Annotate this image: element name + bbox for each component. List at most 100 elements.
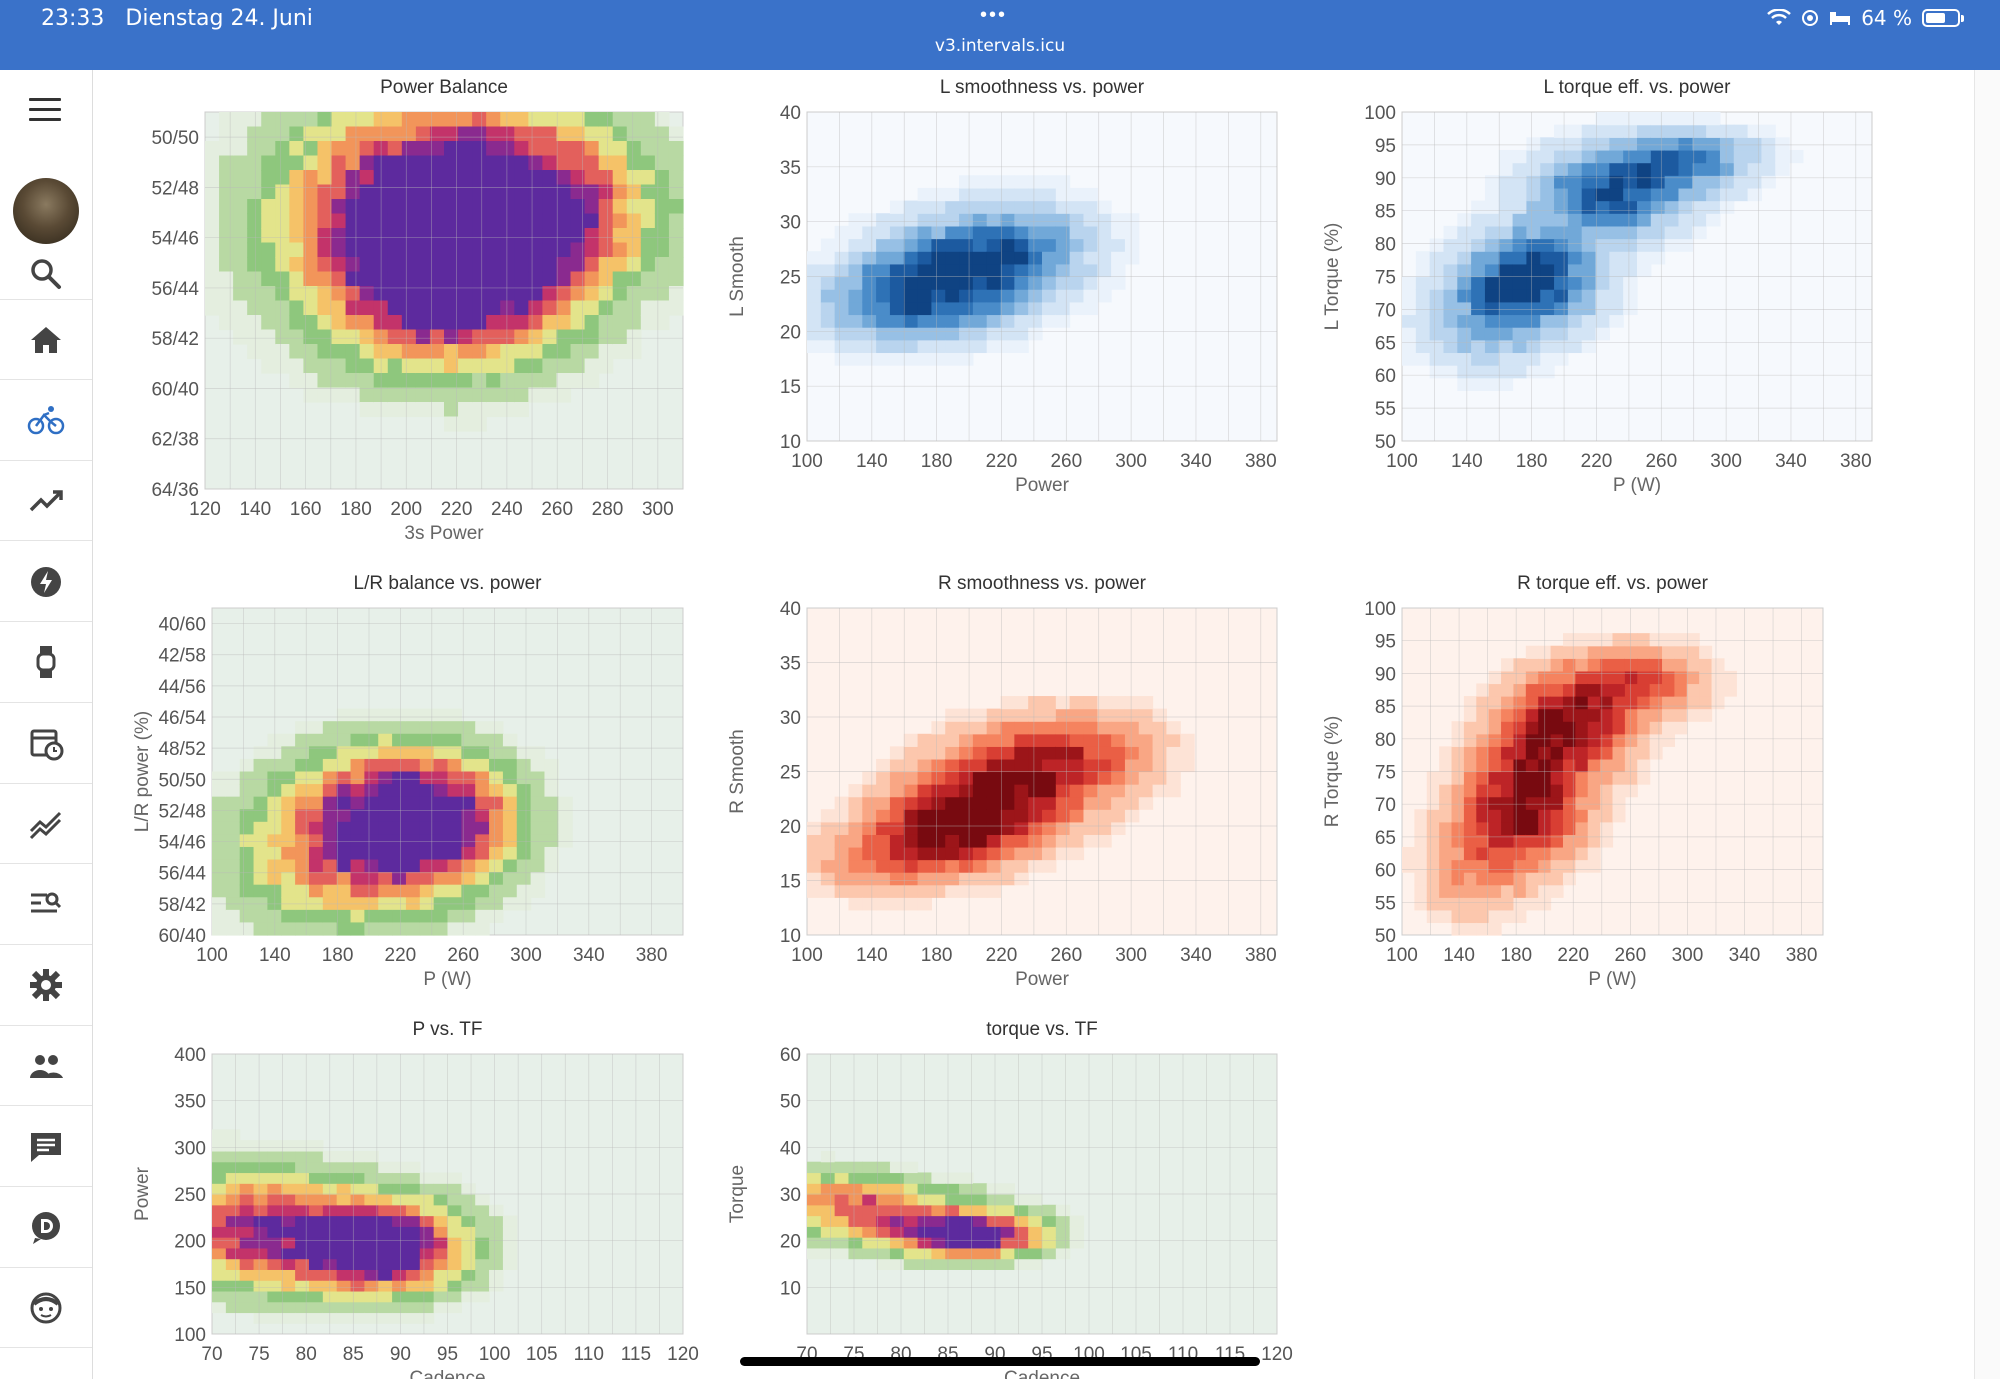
density-cell: [889, 238, 905, 252]
density-cell: [1567, 251, 1583, 265]
sidebar-item-settings[interactable]: [0, 946, 92, 1026]
density-cell: [1501, 872, 1515, 886]
density-cell: [359, 112, 375, 128]
hamburger-menu-icon[interactable]: [29, 98, 61, 122]
density-cell: [502, 834, 518, 848]
density-cell: [205, 213, 220, 229]
density-cell: [1595, 213, 1610, 227]
density-cell: [415, 155, 431, 171]
density-cell: [931, 809, 946, 823]
density-cell: [917, 796, 933, 810]
density-cell: [364, 922, 379, 936]
density-cell: [350, 897, 365, 911]
sidebar-item-search-list[interactable]: [0, 865, 92, 945]
page-scrollbar[interactable]: [1974, 70, 2000, 1379]
x-tick-label: 85: [343, 1344, 364, 1365]
sidebar-item-watch[interactable]: [0, 623, 92, 703]
avatar[interactable]: [13, 178, 79, 244]
density-cell: [308, 1280, 324, 1292]
density-cell: [1526, 314, 1541, 328]
density-cell: [1439, 796, 1453, 810]
density-cell: [322, 1183, 338, 1195]
density-cell: [598, 286, 614, 302]
density-cell: [364, 872, 379, 886]
density-cell: [1488, 670, 1502, 685]
density-cell: [530, 846, 546, 861]
density-cell: [345, 141, 361, 157]
density-cell: [472, 271, 487, 287]
density-cell: [1451, 784, 1465, 798]
density-cell: [281, 821, 296, 835]
density-cell: [267, 1258, 282, 1270]
sidebar-item-coach[interactable]: [0, 1268, 92, 1349]
density-cell: [429, 155, 445, 171]
density-cell: [289, 315, 305, 331]
density-cell: [1692, 213, 1707, 227]
density-cell: [1484, 175, 1500, 189]
density-cell: [475, 872, 490, 886]
density-cell: [986, 1258, 1002, 1270]
density-cell: [1678, 200, 1693, 214]
density-cell: [253, 1247, 269, 1260]
density-cell: [289, 373, 305, 389]
density-cell: [1000, 859, 1015, 873]
density-cell: [308, 1215, 324, 1227]
y-tick-label: 50: [1375, 926, 1396, 947]
density-cell: [433, 1258, 449, 1270]
density-cell: [1699, 683, 1713, 697]
density-cell: [289, 329, 305, 345]
sidebar-item-athletes[interactable]: [0, 1026, 92, 1107]
sidebar-item-discord[interactable]: [0, 1188, 92, 1268]
density-cell: [500, 329, 515, 345]
density-cell: [345, 344, 361, 360]
density-cell: [1512, 263, 1528, 278]
density-cell: [834, 1215, 850, 1227]
density-cell: [472, 184, 487, 200]
sidebar-item-calendar[interactable]: [0, 704, 92, 784]
density-cell: [1488, 809, 1502, 823]
density-cell: [1484, 263, 1500, 278]
chart-title: torque vs. TF: [986, 1019, 1098, 1040]
sidebar-item-compare[interactable]: [0, 784, 92, 865]
density-cell: [475, 884, 490, 898]
density-cell: [1674, 721, 1688, 735]
density-cell: [1042, 314, 1057, 328]
density-cell: [336, 1280, 352, 1292]
density-cell: [461, 796, 476, 810]
sidebar-item-home[interactable]: [0, 300, 92, 380]
density-cell: [1609, 289, 1624, 303]
sidebar-item-activities[interactable]: [0, 381, 92, 461]
density-cell: [444, 242, 459, 258]
density-cell: [598, 228, 614, 244]
density-cell: [1512, 225, 1528, 240]
density-cell: [253, 1226, 269, 1238]
multitask-dots-icon[interactable]: •••: [980, 4, 1008, 26]
density-cell: [253, 909, 269, 924]
y-tick-label: 52/48: [158, 801, 206, 822]
density-cell: [233, 315, 248, 331]
density-cell: [1595, 251, 1610, 265]
density-cell: [429, 242, 445, 258]
density-cell: [289, 300, 305, 316]
density-cell: [807, 872, 822, 886]
sidebar-item-search[interactable]: [0, 248, 92, 300]
density-cell: [405, 821, 421, 835]
browser-url[interactable]: v3.intervals.icu: [934, 36, 1066, 56]
density-cell: [598, 300, 614, 316]
density-cell: [461, 1237, 476, 1249]
density-cell: [972, 225, 988, 240]
y-tick-label: 300: [174, 1138, 206, 1159]
density-cell: [336, 1150, 352, 1163]
density-cell: [986, 758, 1002, 773]
density-cell: [267, 897, 282, 911]
density-cell: [876, 1204, 891, 1217]
density-cell: [972, 263, 988, 278]
sidebar-item-fitness[interactable]: [0, 461, 92, 542]
density-cell: [359, 141, 375, 157]
sidebar-item-chat[interactable]: [0, 1107, 92, 1187]
density-cell: [295, 1215, 310, 1227]
sidebar-item-power[interactable]: [0, 542, 92, 623]
density-cell: [972, 846, 988, 861]
home-indicator[interactable]: [740, 1357, 1260, 1366]
